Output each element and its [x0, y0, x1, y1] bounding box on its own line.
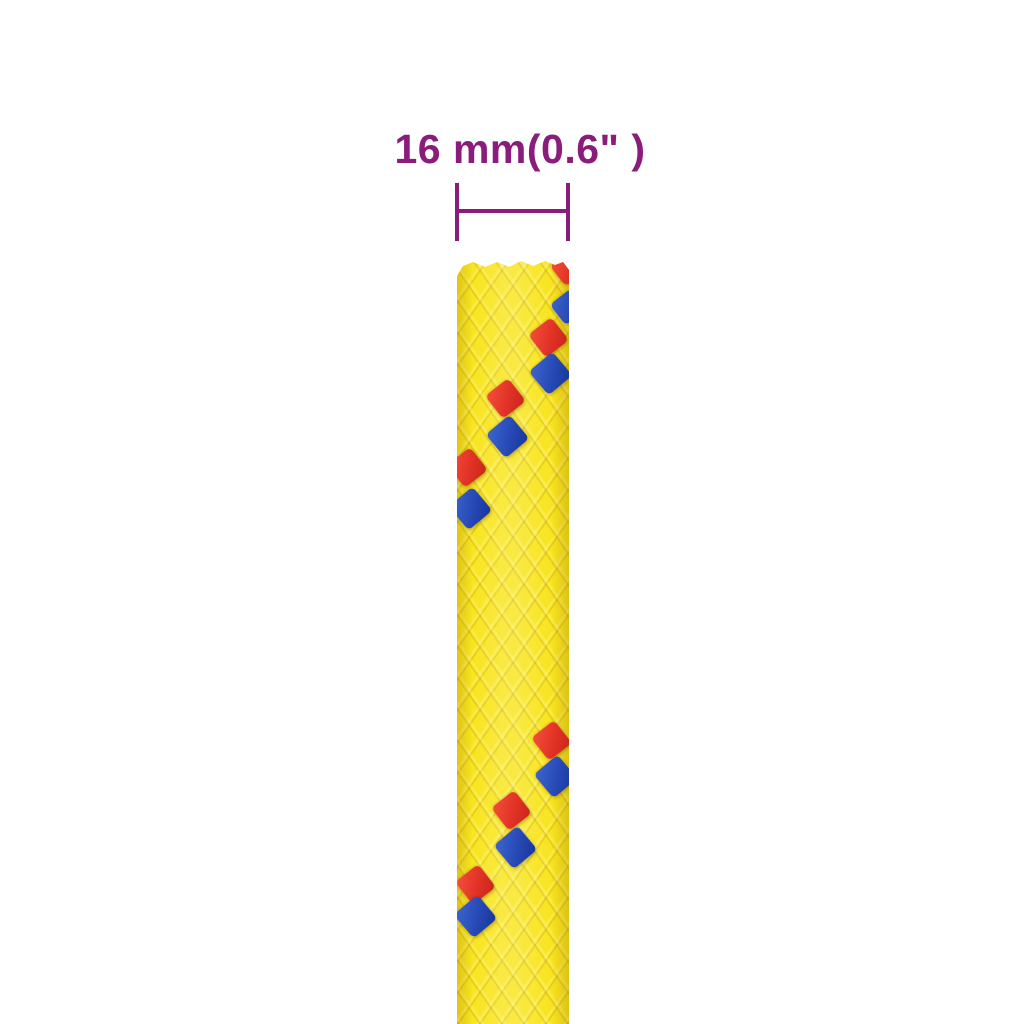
rope-accent-patch-blue: [457, 486, 492, 530]
rope-accent-patch-red: [530, 719, 569, 761]
rope-accent-patch-red: [490, 789, 532, 831]
rope-accent-patch-red: [457, 446, 488, 488]
rope-accent-patch-blue: [457, 894, 497, 938]
rope-accent-patch-red: [549, 261, 569, 287]
rope-accent-patch-blue: [485, 414, 529, 458]
dimension-line: [457, 209, 568, 213]
rope-accent-patch-blue: [528, 351, 569, 395]
rope-accent-patch-blue: [533, 754, 569, 798]
rope-accent-patch-blue: [493, 825, 537, 869]
rope-image: [457, 261, 569, 1024]
dimension-label: 16 mm(0.6" ): [394, 126, 646, 172]
rope-accent-patch-red: [484, 377, 526, 419]
dimension-tick-right: [566, 183, 570, 241]
rope-accent-patch-red: [527, 316, 569, 358]
